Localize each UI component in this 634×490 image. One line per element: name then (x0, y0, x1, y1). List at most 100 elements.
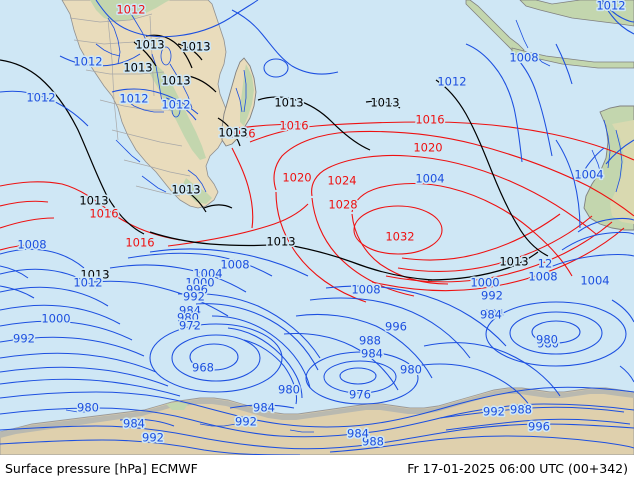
svg-text:984: 984 (480, 308, 502, 322)
australia-arid-interior (610, 120, 634, 224)
contour-label-text: 996 (186, 283, 208, 297)
contour-label-text: 992 (481, 289, 503, 303)
svg-text:1013: 1013 (79, 194, 108, 208)
contour-label-text: 992 (483, 405, 505, 419)
svg-text:1004: 1004 (580, 274, 609, 288)
contour-label-text: 1013 (171, 183, 200, 197)
contour-label-text: 1004 (193, 267, 222, 281)
svg-text:980: 980 (278, 383, 300, 397)
svg-text:1012: 1012 (437, 75, 466, 89)
africa-landmass (61, 0, 229, 209)
svg-text:1013: 1013 (370, 96, 399, 110)
madagascar-vegetation (240, 64, 254, 126)
contour-label-text: 980 (278, 383, 300, 397)
svg-text:1008: 1008 (528, 270, 557, 284)
svg-text:1000: 1000 (185, 276, 214, 290)
svg-text:1028: 1028 (328, 198, 357, 212)
svg-text:996: 996 (385, 320, 407, 334)
contour-label-text: 984 (361, 347, 383, 361)
svg-text:12: 12 (538, 257, 553, 271)
contour-label-text: 1016 (226, 127, 255, 141)
contour-label-text: 1013 (123, 61, 152, 75)
contour-label-text: 1016 (89, 207, 118, 221)
contour-label-text: 980 (536, 333, 558, 347)
contour-label-text: 1000 (185, 276, 214, 290)
svg-text:984: 984 (179, 304, 201, 318)
contour-label-text: 980 (537, 337, 559, 351)
svg-text:1013: 1013 (181, 40, 210, 54)
svg-text:984: 984 (123, 417, 145, 431)
svg-text:1016: 1016 (279, 119, 308, 133)
svg-text:988: 988 (510, 403, 532, 417)
antarctica-landmass (0, 387, 634, 455)
contour-label-text: 984 (253, 401, 275, 415)
svg-text:984: 984 (361, 347, 383, 361)
contour-label-text: 968 (192, 361, 214, 375)
contour-label-text: 996 (528, 420, 550, 434)
contour-label-text: 12 (538, 257, 553, 271)
contour-label-text: 1013 (499, 255, 528, 269)
contour-label-text: 996 (385, 320, 407, 334)
contour-label-text: 1012 (596, 0, 625, 13)
contour-label-text: 1008 (528, 270, 557, 284)
svg-text:1016: 1016 (415, 113, 444, 127)
surface-pressure-map[interactable]: 1012 1012 1013 1013 1013 1013 1012 1012 1013 1013… (0, 0, 634, 455)
contour-label-text: 1016 (279, 119, 308, 133)
svg-text:984: 984 (482, 307, 504, 321)
contour-label-text: 984 (347, 427, 369, 441)
contour-label-text: 1008 (509, 51, 538, 65)
svg-text:1013: 1013 (80, 268, 109, 282)
contour-label-text: 992 (142, 431, 164, 445)
contour-label-text: 1012 (116, 3, 145, 17)
svg-text:980: 980 (536, 333, 558, 347)
contour-label-text: 1013 (135, 38, 164, 52)
svg-text:1016: 1016 (226, 127, 255, 141)
svg-text:1013: 1013 (123, 61, 152, 75)
svg-text:1012: 1012 (161, 98, 190, 112)
contour-label-text: 1013 (218, 126, 247, 140)
contour-label-text: 1032 (385, 230, 414, 244)
svg-text:992: 992 (483, 405, 505, 419)
svg-text:1008: 1008 (17, 238, 46, 252)
svg-text:992: 992 (481, 289, 503, 303)
contour-label-text: 1013 (181, 40, 210, 54)
svg-text:1013: 1013 (274, 96, 303, 110)
antarctica-green-patch (166, 402, 188, 410)
svg-text:1020: 1020 (282, 171, 311, 185)
contour-label-text: 980 (177, 311, 199, 325)
svg-text:1008: 1008 (220, 258, 249, 272)
contour-label-text: 1016 (125, 236, 154, 250)
